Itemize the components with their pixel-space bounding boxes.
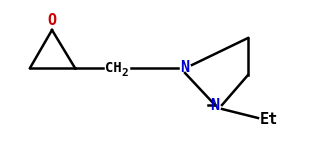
Text: O: O [48, 13, 57, 28]
Text: Et: Et [260, 113, 278, 128]
Text: CH: CH [105, 61, 122, 75]
Text: N: N [180, 60, 189, 76]
Text: N: N [210, 98, 220, 113]
Text: 2: 2 [121, 68, 128, 78]
